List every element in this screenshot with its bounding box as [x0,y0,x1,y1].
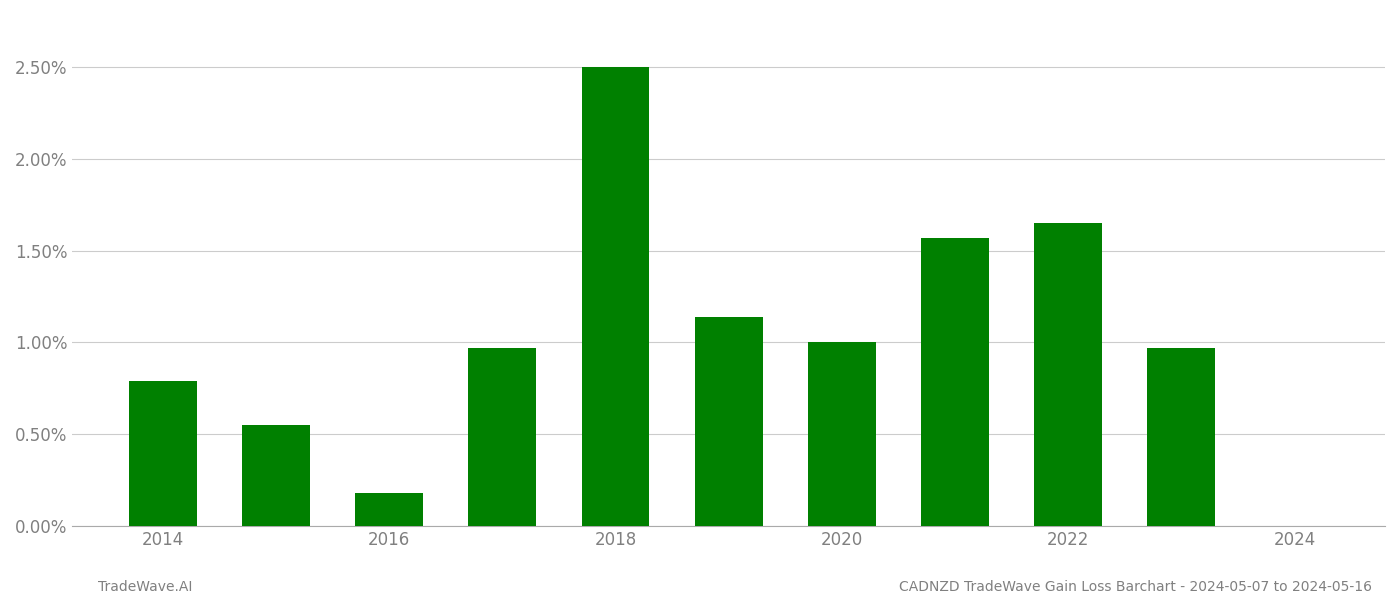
Bar [242,425,309,526]
Text: TradeWave.AI: TradeWave.AI [98,580,192,594]
Text: CADNZD TradeWave Gain Loss Barchart - 2024-05-07 to 2024-05-16: CADNZD TradeWave Gain Loss Barchart - 20… [899,580,1372,594]
Bar [129,381,197,526]
Bar [581,67,650,526]
Bar [808,343,876,526]
Bar [356,493,423,526]
Bar [1148,348,1215,526]
Bar [1035,223,1102,526]
Bar [469,348,536,526]
Bar [694,317,763,526]
Bar [921,238,988,526]
